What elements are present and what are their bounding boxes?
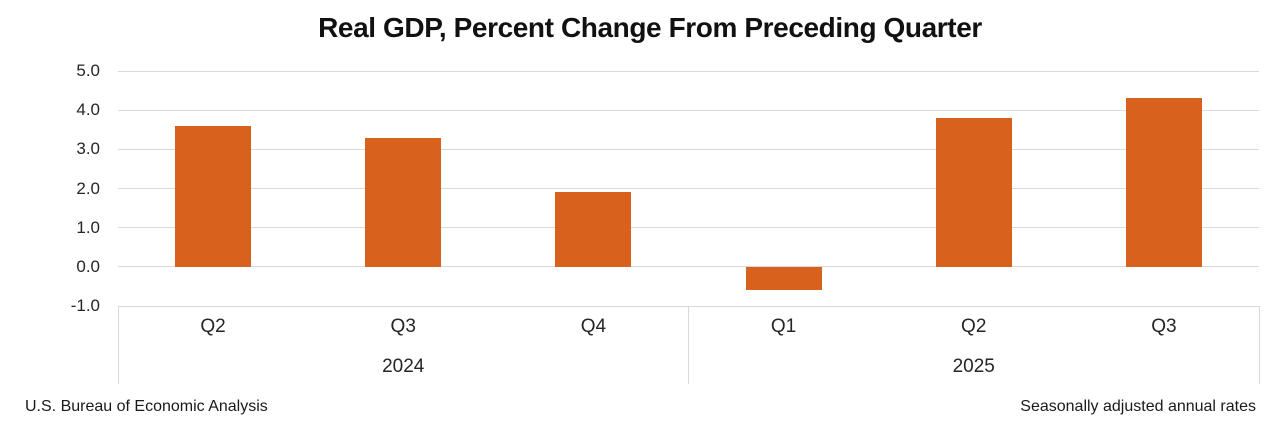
x-axis-tick-label: Q1 [770,316,797,337]
y-axis-tick-label: 2.0 [76,178,100,198]
y-axis-tick-label: -1.0 [70,296,100,315]
bar-q1-2025 [745,266,822,291]
y-axis-tick-label: 5.0 [76,61,100,80]
y-axis-tick-label: 1.0 [76,217,100,237]
bar-q2-2025 [935,118,1012,267]
year-group-label-2024: 2024 [382,356,425,377]
x-axis-tick-label: Q4 [580,316,607,337]
year-group-label-2025: 2025 [952,356,995,377]
y-axis-tick-label: 4.0 [76,100,100,120]
x-axis-tick-label: Q2 [961,316,987,337]
x-axis-tick-label: Q3 [390,316,416,337]
gridline-y-3.0 [118,148,1259,150]
axis-box-left-border [117,306,119,384]
bar-q2-2024 [175,125,252,267]
chart-title: Real GDP, Percent Change From Preceding … [318,12,982,43]
bar-q4-2024 [555,192,632,267]
axis-year-divider [688,306,689,384]
gridline-y-0.0 [118,266,1259,268]
bar-q3-2025 [1125,98,1202,267]
adjustment-note: Seasonally adjusted annual rates [1020,398,1256,415]
x-axis-tick-label: Q3 [1151,316,1177,337]
y-axis-tick-label: 0.0 [76,256,100,276]
source-note: U.S. Bureau of Economic Analysis [25,398,268,415]
x-axis-tick-label: Q2 [200,316,226,337]
gridline-y-5.0 [118,70,1259,72]
gridline-y-1.0 [118,227,1259,229]
gridline-y-2.0 [118,188,1259,189]
gridline-y-4.0 [118,109,1259,111]
bar-q3-2024 [365,137,442,267]
chart-footnotes: U.S. Bureau of Economic Analysis Seasona… [25,398,1256,416]
axis-box-right-border [1258,306,1260,384]
y-axis-tick-label: 3.0 [76,139,100,159]
